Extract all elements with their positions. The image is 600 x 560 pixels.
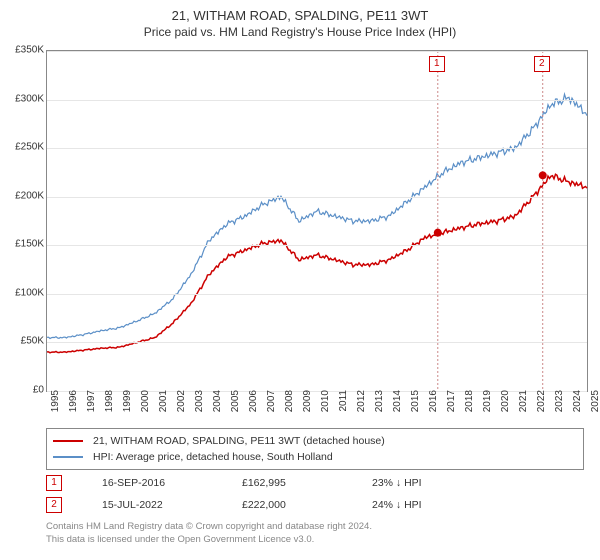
sale-marker-dot: [539, 171, 547, 179]
x-axis-label: 2017: [446, 390, 457, 420]
footer-attribution: Contains HM Land Registry data © Crown c…: [46, 520, 372, 546]
legend: 21, WITHAM ROAD, SPALDING, PE11 3WT (det…: [46, 428, 584, 470]
sale-data-table: 1 16-SEP-2016 £162,995 23% ↓ HPI 2 15-JUL-202…: [46, 472, 422, 516]
x-axis-label: 2016: [428, 390, 439, 420]
x-axis-label: 2018: [464, 390, 475, 420]
y-axis-label: £200K: [4, 190, 44, 201]
x-axis-label: 1998: [104, 390, 115, 420]
legend-row: HPI: Average price, detached house, Sout…: [53, 449, 577, 465]
sale-data-row: 2 15-JUL-2022 £222,000 24% ↓ HPI: [46, 494, 422, 516]
gridline-horizontal: [47, 245, 587, 246]
series-line-hpi: [47, 94, 587, 338]
legend-swatch: [53, 456, 83, 458]
y-axis-label: £0: [4, 385, 44, 396]
y-axis-label: £250K: [4, 142, 44, 153]
gridline-horizontal: [47, 294, 587, 295]
x-axis-label: 2010: [320, 390, 331, 420]
x-axis-label: 2006: [248, 390, 259, 420]
chart-plot-area: [46, 50, 588, 392]
legend-row: 21, WITHAM ROAD, SPALDING, PE11 3WT (det…: [53, 433, 577, 449]
x-axis-label: 1999: [122, 390, 133, 420]
sale-date: 16-SEP-2016: [102, 472, 202, 494]
sale-marker-box: 1: [46, 475, 62, 491]
sale-data-row: 1 16-SEP-2016 £162,995 23% ↓ HPI: [46, 472, 422, 494]
x-axis-label: 2012: [356, 390, 367, 420]
chart-svg: [47, 51, 587, 391]
sale-marker-label: 2: [534, 56, 550, 72]
y-axis-label: £300K: [4, 93, 44, 104]
gridline-horizontal: [47, 51, 587, 52]
series-line-property: [47, 174, 587, 352]
gridline-horizontal: [47, 148, 587, 149]
x-axis-label: 1995: [50, 390, 61, 420]
x-axis-label: 2023: [554, 390, 565, 420]
x-axis-label: 2003: [194, 390, 205, 420]
sale-price: £222,000: [242, 494, 332, 516]
page-subtitle: Price paid vs. HM Land Registry's House …: [0, 23, 600, 45]
x-axis-label: 2013: [374, 390, 385, 420]
x-axis-label: 2025: [590, 390, 600, 420]
y-axis-label: £100K: [4, 287, 44, 298]
sale-date: 15-JUL-2022: [102, 494, 202, 516]
legend-text: 21, WITHAM ROAD, SPALDING, PE11 3WT (det…: [93, 433, 385, 449]
page-title: 21, WITHAM ROAD, SPALDING, PE11 3WT: [0, 0, 600, 23]
sale-hpi-delta: 23% ↓ HPI: [372, 472, 422, 494]
x-axis-label: 2002: [176, 390, 187, 420]
sale-marker-label: 1: [429, 56, 445, 72]
x-axis-label: 2008: [284, 390, 295, 420]
x-axis-label: 2020: [500, 390, 511, 420]
x-axis-label: 2024: [572, 390, 583, 420]
x-axis-label: 1996: [68, 390, 79, 420]
x-axis-label: 2011: [338, 390, 349, 420]
x-axis-label: 2022: [536, 390, 547, 420]
x-axis-label: 2014: [392, 390, 403, 420]
sale-hpi-delta: 24% ↓ HPI: [372, 494, 422, 516]
gridline-horizontal: [47, 100, 587, 101]
legend-swatch: [53, 440, 83, 442]
gridline-horizontal: [47, 197, 587, 198]
x-axis-label: 2009: [302, 390, 313, 420]
x-axis-label: 2007: [266, 390, 277, 420]
x-axis-label: 1997: [86, 390, 97, 420]
footer-line-2: This data is licensed under the Open Gov…: [46, 533, 372, 546]
x-axis-label: 2005: [230, 390, 241, 420]
y-axis-label: £50K: [4, 336, 44, 347]
sale-price: £162,995: [242, 472, 332, 494]
x-axis-label: 2019: [482, 390, 493, 420]
legend-text: HPI: Average price, detached house, Sout…: [93, 449, 333, 465]
footer-line-1: Contains HM Land Registry data © Crown c…: [46, 520, 372, 533]
x-axis-label: 2021: [518, 390, 529, 420]
y-axis-label: £350K: [4, 45, 44, 56]
sale-marker-dot: [434, 229, 442, 237]
y-axis-label: £150K: [4, 239, 44, 250]
x-axis-label: 2004: [212, 390, 223, 420]
x-axis-label: 2001: [158, 390, 169, 420]
sale-marker-box: 2: [46, 497, 62, 513]
gridline-horizontal: [47, 342, 587, 343]
x-axis-label: 2000: [140, 390, 151, 420]
x-axis-label: 2015: [410, 390, 421, 420]
